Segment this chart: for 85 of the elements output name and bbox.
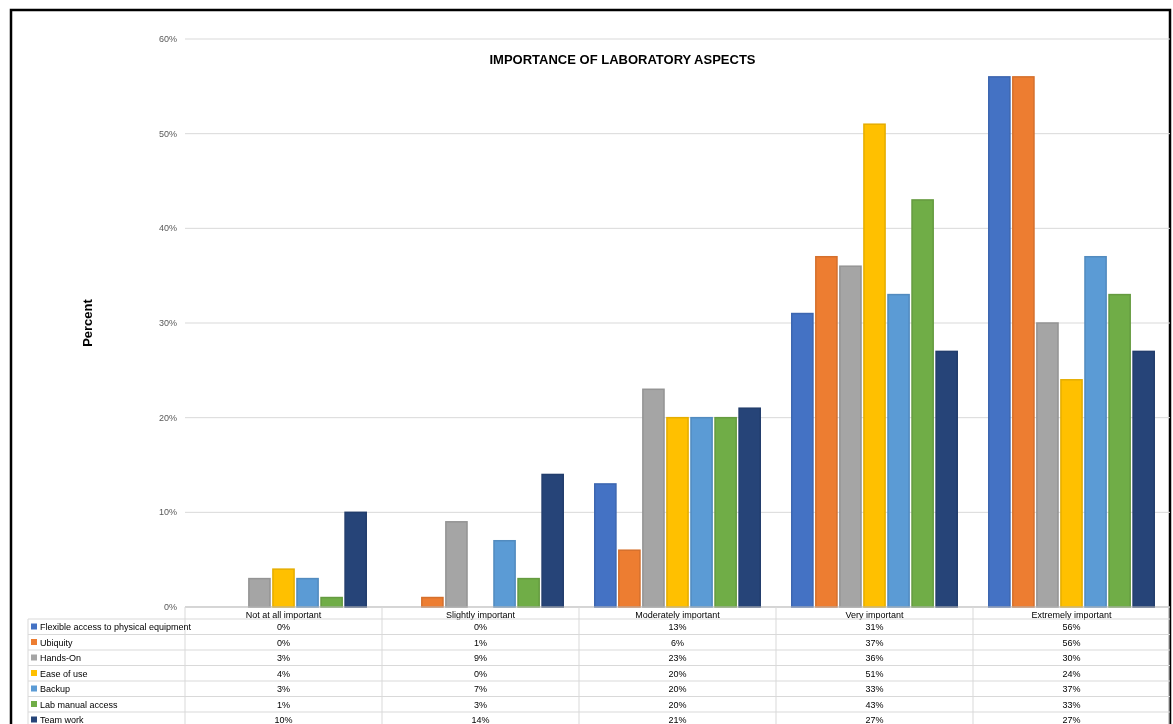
data-label: 3% — [473, 699, 488, 710]
bar — [791, 312, 814, 608]
bar — [445, 521, 468, 608]
x-tick-label: Not at all important — [245, 610, 322, 620]
data-label: 30% — [1062, 653, 1081, 663]
data-label: 24% — [1062, 668, 1081, 679]
bar — [296, 577, 319, 608]
bar — [911, 199, 934, 608]
data-label: 10% — [274, 715, 293, 724]
data-label: 27% — [865, 715, 884, 724]
data-label: 27% — [1062, 715, 1081, 724]
y-tick-label: 50% — [158, 128, 177, 139]
data-label: 33% — [865, 684, 884, 694]
x-tick-label: Moderately important — [635, 610, 721, 620]
data-label: 6% — [670, 637, 685, 648]
data-label: 3% — [276, 684, 291, 694]
y-tick-label: 60% — [158, 34, 177, 45]
bar — [248, 577, 271, 608]
bar — [690, 416, 713, 608]
legend-label: Hands-On — [40, 653, 82, 663]
y-tick-label: 10% — [158, 507, 177, 518]
bar — [714, 416, 737, 608]
data-label: 4% — [276, 668, 291, 679]
y-tick-label: 20% — [158, 412, 177, 423]
bar — [493, 539, 516, 608]
bar — [642, 388, 665, 608]
data-label: 23% — [668, 653, 687, 663]
data-label: 7% — [473, 684, 488, 694]
data-label: 0% — [276, 622, 291, 632]
bar — [1036, 322, 1059, 608]
y-tick-label: 30% — [158, 318, 177, 329]
bar — [863, 123, 886, 608]
bar — [839, 265, 862, 608]
data-label: 1% — [473, 637, 488, 648]
data-label: 0% — [276, 637, 291, 648]
bar — [887, 293, 910, 608]
legend-label: Flexible access to physical equipment — [40, 622, 192, 632]
bar — [738, 407, 761, 608]
y-axis-title: Percent — [80, 298, 95, 347]
data-label: 33% — [1062, 699, 1081, 710]
data-label: 0% — [473, 622, 488, 632]
legend-label: Backup — [40, 684, 71, 694]
data-label: 20% — [668, 699, 687, 710]
data-label: 3% — [276, 653, 291, 663]
text: IMPORTANCE OF LABORATORY ASPECTS — [489, 52, 756, 67]
data-label: 9% — [473, 653, 488, 663]
data-label: 37% — [1062, 684, 1081, 694]
data-label: 31% — [865, 622, 884, 632]
bar — [1084, 255, 1107, 608]
bar — [541, 473, 564, 608]
bar — [666, 416, 689, 608]
bar — [618, 549, 641, 608]
data-label: 43% — [865, 699, 884, 710]
legend-label: Lab manual access — [40, 699, 119, 710]
bar — [344, 511, 367, 608]
data-label: 51% — [865, 668, 884, 679]
bar — [1108, 293, 1131, 608]
legend-label: Team work — [40, 715, 85, 724]
bar — [935, 350, 958, 608]
x-tick-label: Slightly important — [445, 610, 516, 620]
data-label: 20% — [668, 684, 687, 694]
data-label: 56% — [1062, 637, 1081, 648]
legend-label: Ubiquity — [40, 637, 74, 648]
bar — [1060, 379, 1083, 608]
bar — [272, 568, 295, 608]
data-label: 13% — [668, 622, 687, 632]
data-label: 14% — [471, 715, 490, 724]
bar — [1012, 76, 1035, 608]
data-label: 21% — [668, 715, 687, 724]
x-tick-label: Very important — [845, 610, 905, 620]
legend-label: Ease of use — [40, 668, 88, 679]
x-tick-label: Extremely important — [1031, 610, 1113, 620]
data-label: 56% — [1062, 622, 1081, 632]
data-label: 36% — [865, 653, 884, 663]
bar — [594, 483, 617, 608]
bar — [988, 76, 1011, 608]
y-tick-label: 40% — [158, 223, 177, 234]
bar — [1132, 350, 1155, 608]
y-tick-label: 0% — [163, 602, 177, 613]
data-label: 37% — [865, 637, 884, 648]
data-label: 20% — [668, 668, 687, 679]
data-label: 1% — [276, 699, 291, 710]
bar — [815, 255, 838, 608]
data-label: 0% — [473, 668, 488, 679]
bar — [517, 577, 540, 608]
